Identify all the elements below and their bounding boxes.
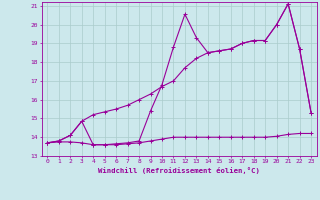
X-axis label: Windchill (Refroidissement éolien,°C): Windchill (Refroidissement éolien,°C) <box>98 167 260 174</box>
